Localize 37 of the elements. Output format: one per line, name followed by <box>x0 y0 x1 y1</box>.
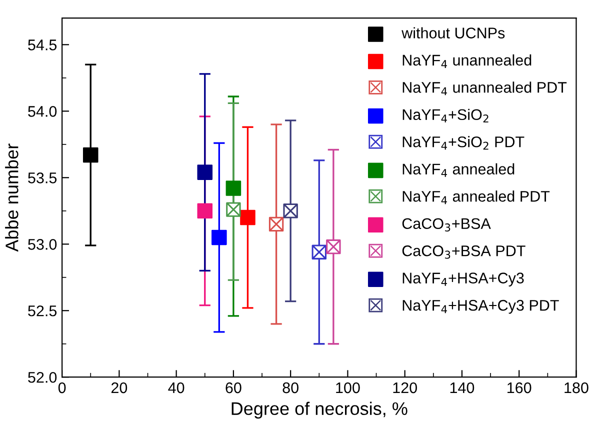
x-tick-label: 100 <box>336 382 360 394</box>
point <box>197 203 213 219</box>
legend-label: NaYF$_{4}$ annealed <box>402 163 514 177</box>
legend-label: NaYF$_{4}$+HSA+Cy3 PDT <box>402 300 559 314</box>
x-tick-label: 60 <box>226 382 242 394</box>
legend-label: NaYF$_{4}$+HSA+Cy3 <box>402 272 524 286</box>
point <box>240 210 256 226</box>
x-tick-label: 20 <box>111 382 128 394</box>
y-tick-label: 53.0 <box>28 238 57 250</box>
legend-label: NaYF$_{4}$ unannealed <box>402 54 532 68</box>
y-axis-title: Abbe number <box>5 144 18 252</box>
x-tick-label: 40 <box>168 382 184 394</box>
y-tick-label: 53.5 <box>28 172 57 184</box>
legend-label: CaCO$_{3}$+BSA <box>402 218 491 232</box>
x-tick-label: 120 <box>393 382 417 394</box>
x-axis-title: Degree of necrosis, % <box>232 402 408 419</box>
y-tick-label: 54.0 <box>28 106 57 117</box>
legend-label: without UCNPs <box>402 27 505 38</box>
x-tick-label: 160 <box>508 382 532 394</box>
legend-label: NaYF$_{4}$ annealed PDT <box>402 190 550 204</box>
y-tick-label: 52.5 <box>28 305 57 316</box>
x-tick-label: 140 <box>450 382 474 394</box>
x-tick-label: 180 <box>564 382 588 394</box>
x-tick-label: 80 <box>282 382 298 394</box>
point <box>197 164 213 180</box>
legend-label: NaYF$_{4}$+SiO$_{2}$ PDT <box>402 136 524 150</box>
point <box>326 239 341 254</box>
legend-label: CaCO$_{3}$+BSA PDT <box>402 245 526 259</box>
point <box>82 147 98 163</box>
legend-label: NaYF$_{4}$+SiO$_{2}$ <box>402 108 488 122</box>
point <box>226 180 242 196</box>
point <box>226 202 241 217</box>
legend-label: NaYF$_{4}$ unannealed PDT <box>402 82 567 96</box>
x-tick-label: 0 <box>58 382 66 394</box>
point <box>212 230 227 246</box>
y-tick-label: 52.0 <box>28 372 57 383</box>
y-tick-label: 54.5 <box>28 40 57 50</box>
